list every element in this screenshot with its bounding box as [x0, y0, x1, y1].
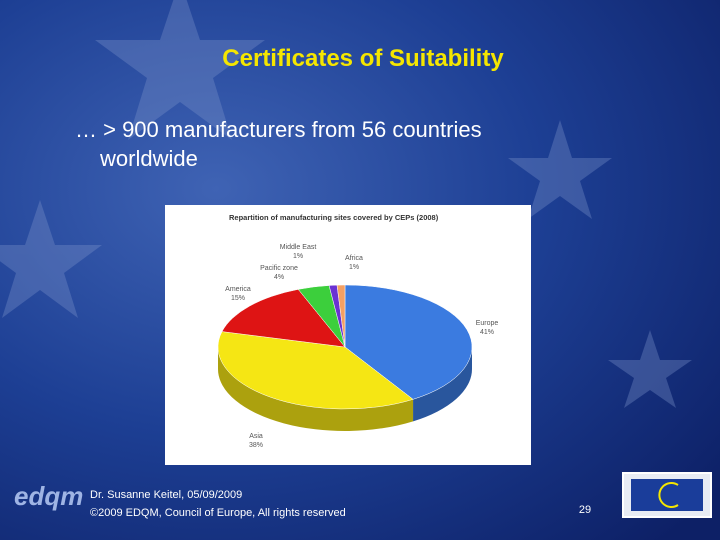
pie-slice-side — [413, 347, 472, 422]
body-text: … > 900 manufacturers from 56 countries — [75, 117, 482, 142]
pie: Europe 41% Asia 38% America 15% Pacific zone 4%… — [217, 244, 499, 449]
slice-value-label: 4% — [274, 274, 284, 281]
footer-text: Dr. Susanne Keitel, 05/09/2009 — [90, 489, 242, 501]
slice-value-label: 38% — [249, 442, 263, 449]
slice-label: Middle East — [280, 244, 317, 251]
slice-label: Africa — [345, 255, 363, 262]
slide-title: Certificates of Suitability — [222, 45, 504, 72]
slice-value-label: 41% — [480, 329, 494, 336]
body-text: worldwide — [99, 146, 198, 171]
slice-label: America — [225, 286, 251, 293]
slice-value-label: 1% — [349, 264, 359, 271]
logo: edqm — [14, 481, 83, 511]
pie-slice — [336, 284, 346, 348]
slice-value-label: 15% — [231, 295, 245, 302]
star-decoration — [0, 0, 692, 408]
pie-slice — [217, 331, 414, 410]
slice-label: Europe — [476, 320, 499, 327]
chart-title: Repartition of manufacturing sites cover… — [229, 213, 439, 222]
slice-label: Pacific zone — [260, 265, 298, 272]
pie-slice-side — [218, 347, 414, 431]
pie-slice — [344, 284, 473, 400]
footer-text: ©2009 EDQM, Council of Europe, All right… — [90, 507, 346, 519]
page-number: 29 — [579, 504, 591, 516]
pie-slice — [221, 289, 346, 348]
slice-value-label: 1% — [293, 253, 303, 260]
council-logo-mark — [658, 482, 679, 508]
slice-label: Asia — [249, 433, 263, 440]
